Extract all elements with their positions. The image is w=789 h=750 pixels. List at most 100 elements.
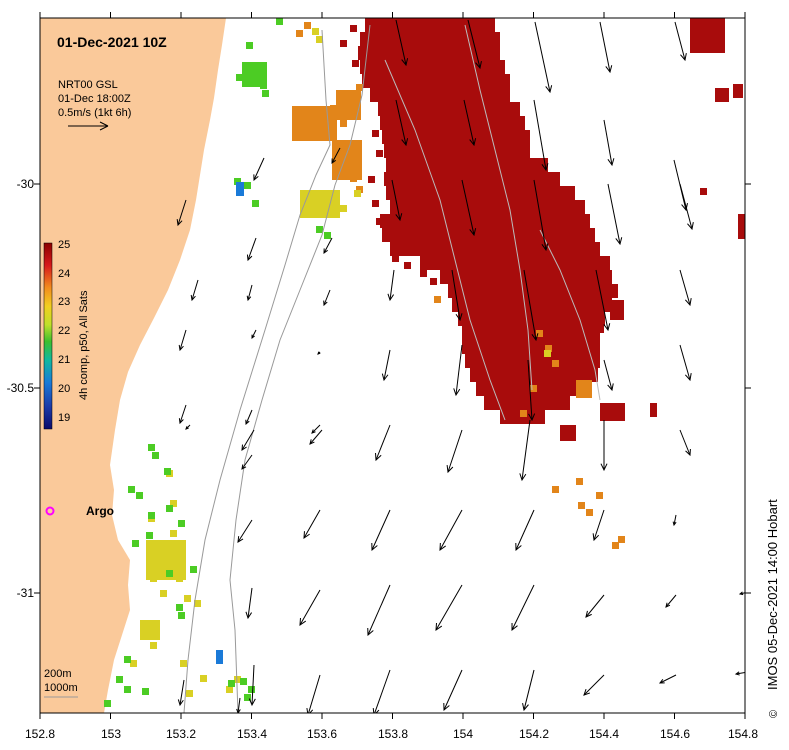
sst-pixel bbox=[552, 360, 559, 367]
velocity-arrow bbox=[246, 237, 257, 262]
sst-pixel bbox=[596, 492, 603, 499]
sst-pixel bbox=[356, 84, 363, 91]
velocity-arrow bbox=[515, 509, 535, 552]
x-tick-label: 153 bbox=[101, 727, 121, 741]
sst-pixel bbox=[384, 172, 560, 186]
sst-pixel bbox=[312, 28, 319, 35]
colorbar-tick: 24 bbox=[58, 268, 70, 280]
sst-pixel bbox=[552, 486, 559, 493]
sst-pixel bbox=[300, 190, 340, 218]
sst-pixel bbox=[372, 200, 379, 207]
sst-pixel bbox=[733, 84, 743, 98]
velocity-arrow bbox=[463, 99, 477, 147]
sst-pixel bbox=[178, 612, 185, 619]
sst-pixel bbox=[178, 520, 185, 527]
sst-pixel bbox=[420, 270, 427, 277]
sst-pixel bbox=[462, 340, 600, 354]
sst-pixel bbox=[316, 226, 323, 233]
sst-pixel bbox=[434, 296, 441, 303]
colorbar-tick: 20 bbox=[58, 383, 70, 395]
velocity-arrow bbox=[679, 183, 694, 231]
sst-pixel bbox=[304, 22, 311, 29]
x-tick-label: 154.6 bbox=[660, 727, 690, 741]
sst-pixel bbox=[392, 255, 399, 262]
velocity-arrow bbox=[367, 584, 391, 637]
sst-pixel bbox=[240, 678, 247, 685]
sst-pixel bbox=[340, 120, 347, 127]
velocity-arrows bbox=[176, 19, 745, 713]
sst-pixel bbox=[116, 676, 123, 683]
velocity-arrow bbox=[439, 509, 463, 552]
velocity-arrow bbox=[603, 359, 614, 392]
velocity-arrow bbox=[190, 279, 199, 302]
velocity-arrow bbox=[331, 147, 341, 165]
velocity-arrow bbox=[583, 674, 605, 696]
velocity-arrow bbox=[595, 269, 611, 332]
sst-pixel bbox=[104, 700, 111, 707]
sst-pixel bbox=[170, 530, 177, 537]
sst-pixel bbox=[216, 650, 223, 664]
sst-pixel bbox=[200, 675, 207, 682]
sst-pixel bbox=[324, 232, 331, 239]
sst-pixel bbox=[332, 140, 362, 180]
colorbar bbox=[43, 242, 53, 430]
velocity-arrow bbox=[533, 179, 549, 252]
sst-pixel bbox=[292, 106, 337, 141]
legend-scale: 0.5m/s (1kt 6h) bbox=[58, 107, 131, 119]
velocity-arrow bbox=[451, 269, 463, 322]
sst-pixel bbox=[242, 62, 267, 87]
argo-label: Argo bbox=[86, 504, 114, 518]
x-tick-label: 154 bbox=[453, 727, 473, 741]
sst-pixel bbox=[244, 182, 251, 189]
sst-pixel bbox=[184, 595, 191, 602]
velocity-arrow bbox=[395, 19, 409, 67]
sst-pixel bbox=[465, 354, 600, 368]
velocity-arrow bbox=[658, 674, 677, 684]
axis-ticks bbox=[34, 12, 751, 719]
velocity-arrow bbox=[251, 329, 257, 340]
colorbar-tick: 22 bbox=[58, 325, 70, 337]
velocity-arrow bbox=[241, 454, 253, 470]
velocity-arrow bbox=[375, 424, 391, 462]
velocity-arrow bbox=[323, 237, 333, 255]
sst-pixel bbox=[358, 46, 500, 60]
credit-text: IMOS 05-Dec-2021 14:00 Hobart bbox=[765, 499, 780, 690]
sst-pixel bbox=[365, 18, 495, 32]
sst-pixel bbox=[590, 305, 604, 333]
velocity-arrow bbox=[185, 424, 191, 430]
velocity-arrow bbox=[435, 584, 463, 631]
velocity-arrow bbox=[241, 429, 255, 451]
sst-pixel bbox=[576, 478, 583, 485]
sst-pixel bbox=[164, 468, 171, 475]
sst-pixel bbox=[360, 60, 505, 74]
velocity-arrow bbox=[303, 509, 321, 539]
sst-pixel bbox=[140, 620, 160, 640]
sst-pixel bbox=[404, 262, 411, 269]
sst-pixel bbox=[530, 385, 537, 392]
sst-pixel bbox=[136, 492, 143, 499]
sst-pixel bbox=[234, 178, 241, 185]
sst-pixel bbox=[142, 688, 149, 695]
sst-pixel bbox=[390, 242, 600, 256]
velocity-arrow bbox=[306, 674, 321, 713]
sst-pixel bbox=[194, 600, 201, 607]
sst-pixel bbox=[180, 660, 187, 667]
sst-pixel bbox=[340, 40, 347, 47]
sst-pixel bbox=[612, 542, 619, 549]
velocity-arrow bbox=[592, 509, 605, 542]
velocity-arrow bbox=[311, 424, 321, 434]
sst-pixel bbox=[458, 312, 605, 326]
velocity-arrow bbox=[371, 509, 391, 552]
sst-pixel bbox=[618, 536, 625, 543]
sst-pixel bbox=[228, 680, 235, 687]
velocity-arrow bbox=[533, 99, 549, 172]
colorbar-tick: 25 bbox=[58, 239, 70, 251]
sst-pixels bbox=[104, 18, 745, 707]
sst-pixel bbox=[166, 505, 173, 512]
velocity-arrow bbox=[734, 671, 745, 676]
isobath-1000m bbox=[229, 24, 371, 713]
sst-pixel bbox=[386, 158, 548, 172]
sst-pixel bbox=[372, 130, 379, 137]
colorbar-tick: 21 bbox=[58, 354, 70, 366]
